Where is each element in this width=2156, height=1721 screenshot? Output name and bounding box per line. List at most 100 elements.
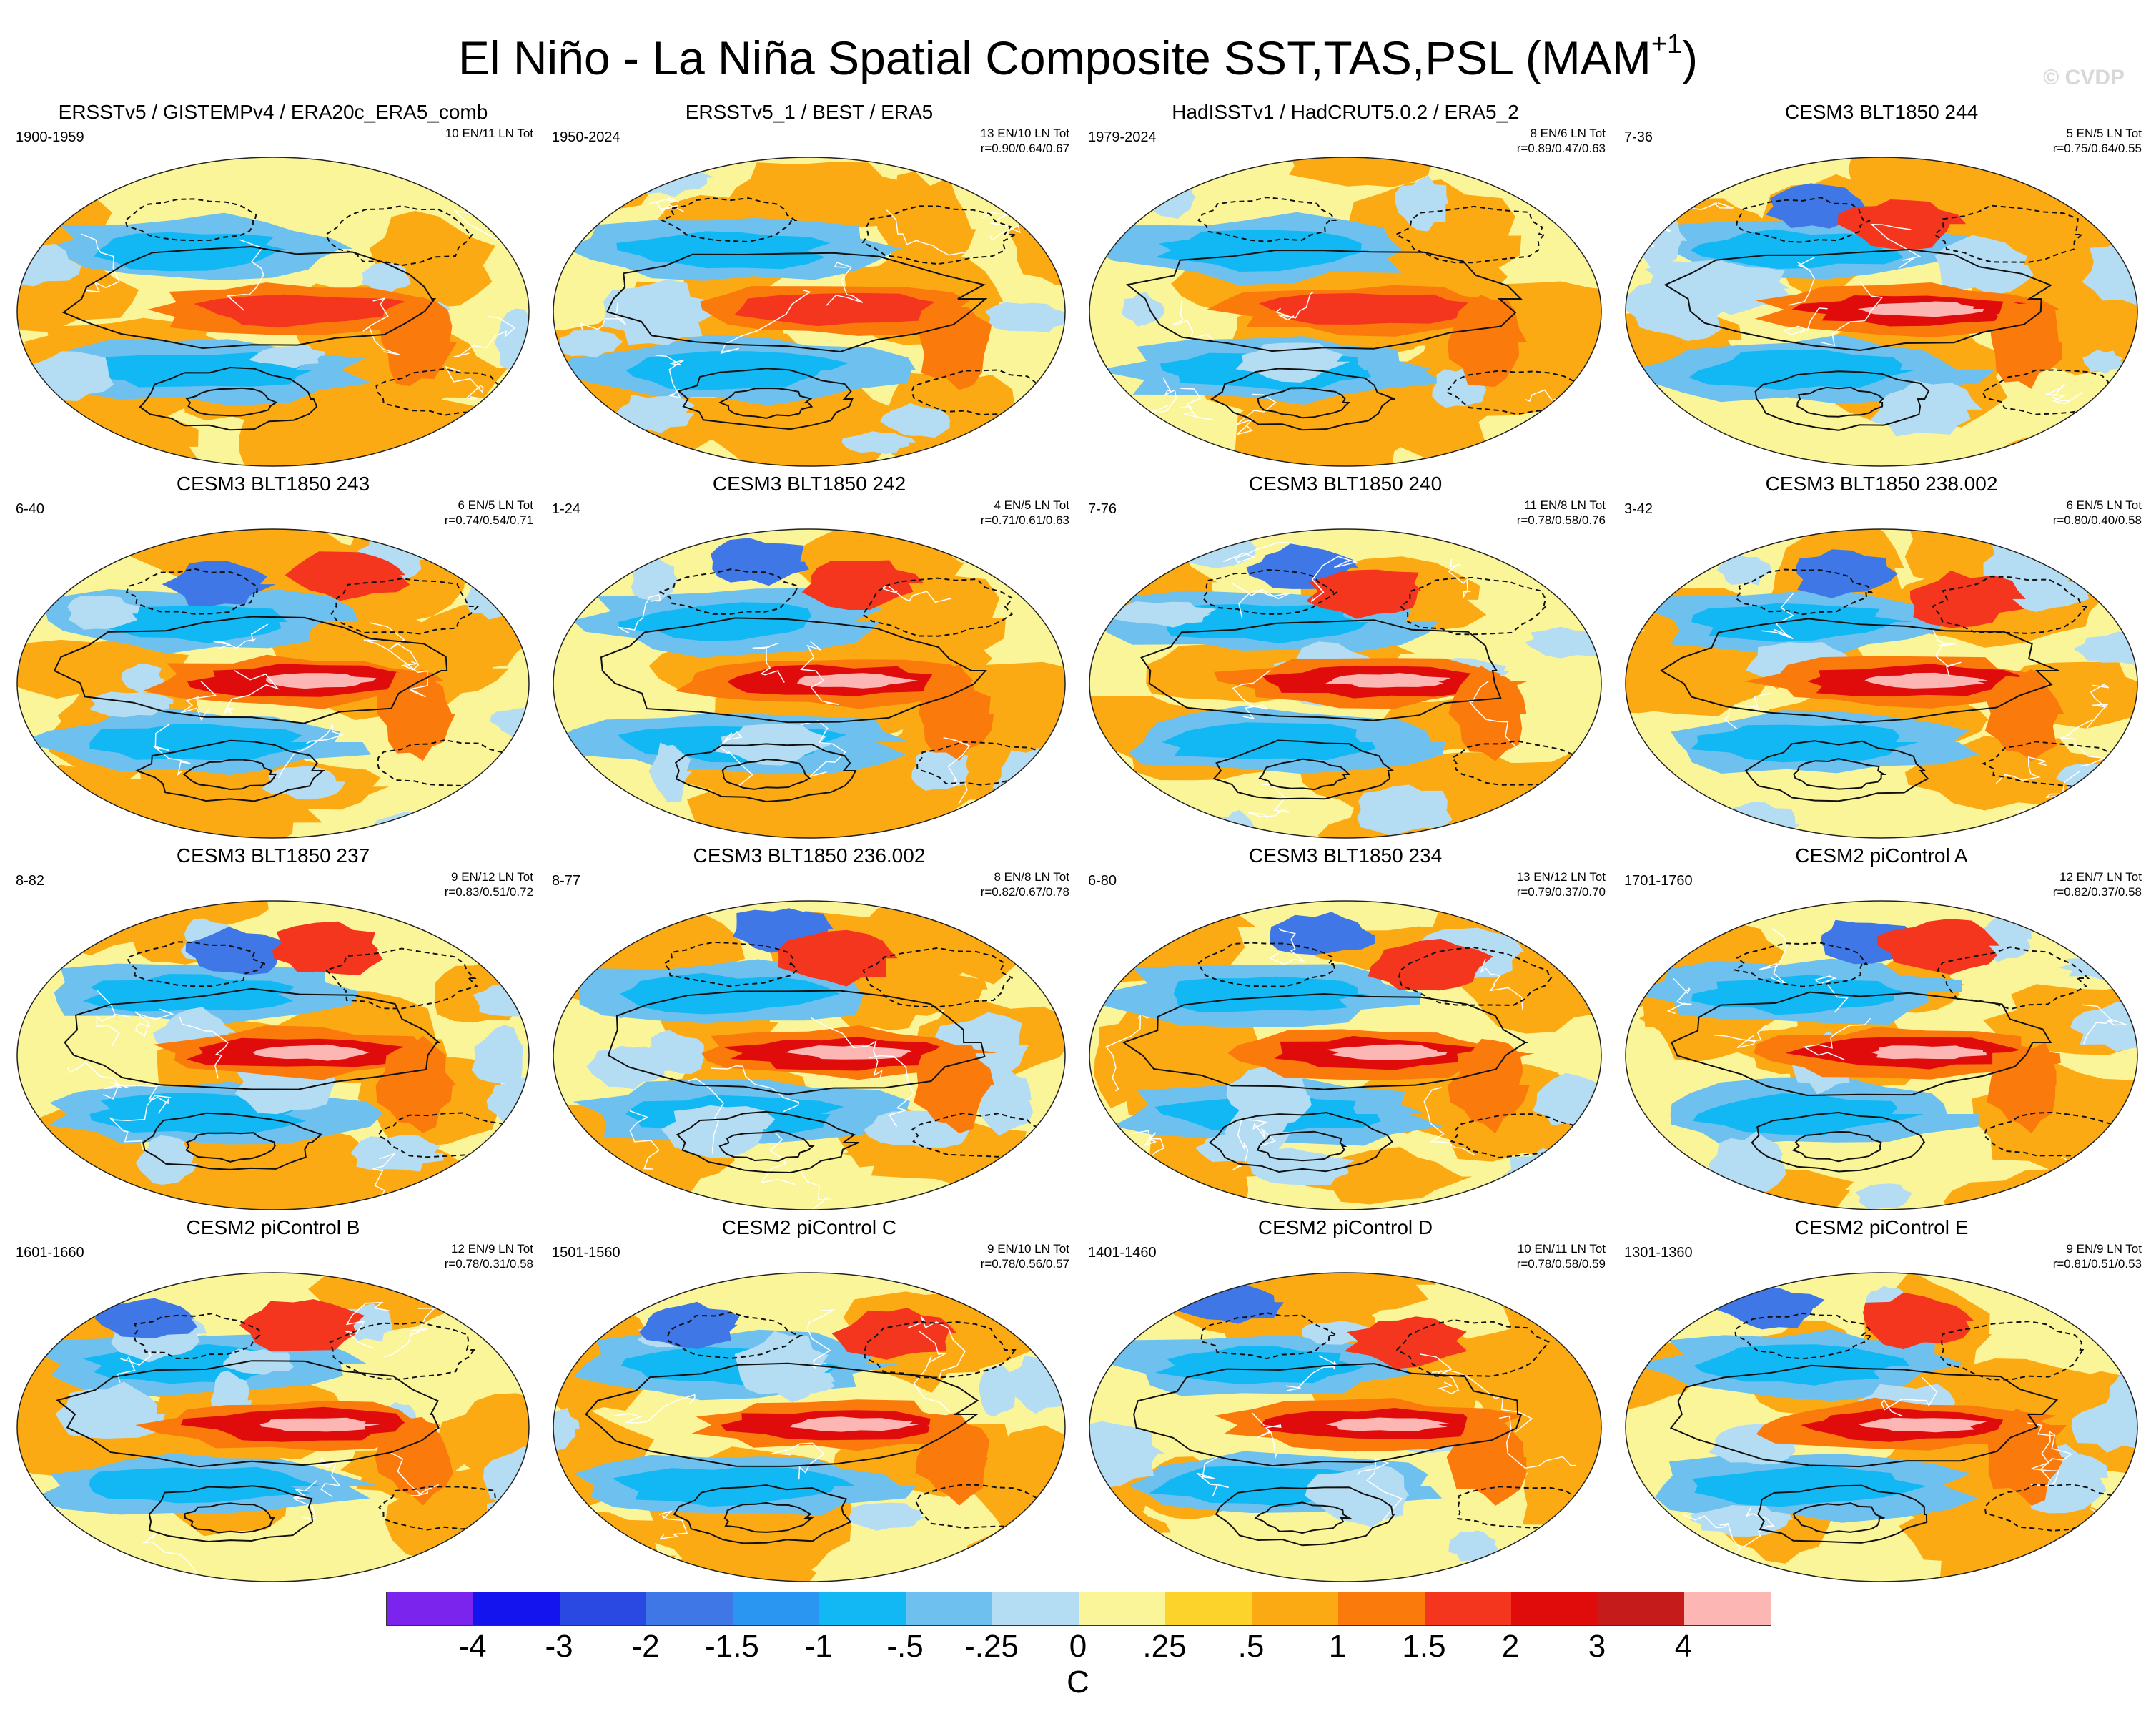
equatorial-warm-core (194, 294, 415, 328)
cool-anomaly (494, 308, 529, 376)
panel-pattern-correlation: r=0.89/0.47/0.63 (1516, 142, 1606, 155)
cool-anomaly (1567, 168, 1601, 214)
cool-anomaly (1162, 722, 1376, 761)
coastline (1105, 1014, 1142, 1092)
coastline (1683, 1514, 1741, 1564)
panel-pattern-correlation: r=0.71/0.61/0.63 (980, 513, 1069, 527)
coastline (1232, 583, 1291, 618)
panel-years: 1501-1560 (552, 1245, 620, 1261)
psl-contour-negative (663, 941, 798, 987)
coastline (688, 1078, 725, 1154)
composite-panel: ERSSTv5 / GISTEMPv4 / ERA20c_ERA5_comb 19… (6, 100, 540, 472)
coastline (1881, 1376, 1938, 1417)
cool-anomaly (612, 1465, 855, 1507)
psl-contour-positive (182, 759, 277, 791)
panel-pattern-correlation: r=0.82/0.37/0.58 (2052, 885, 2142, 899)
cool-anomaly (613, 394, 696, 433)
coastline (886, 209, 965, 256)
cvdp-watermark: © CVDP (2043, 66, 2125, 89)
coastline (453, 315, 516, 357)
psl-contour-positive (1744, 740, 1929, 802)
cool-anomaly (841, 431, 916, 455)
map-border (553, 157, 1066, 467)
equatorial-peak (1858, 1417, 1987, 1433)
panel-stats: 8 EN/8 LN Tot r=0.82/0.67/0.78 (981, 869, 1069, 899)
panel-years: 1950-2024 (552, 129, 620, 145)
cool-anomaly (620, 972, 841, 1015)
psl-contour-positive (1796, 386, 1884, 418)
panel-pattern-correlation: r=0.78/0.56/0.57 (980, 1257, 1069, 1271)
panel-stats: 9 EN/12 LN Tot r=0.83/0.51/0.72 (445, 869, 533, 899)
colorbar-swatch (906, 1592, 992, 1625)
coastline (1932, 628, 1962, 676)
psl-contour-negative (125, 568, 258, 615)
cool-anomaly (1855, 1183, 1912, 1210)
composite-map (553, 157, 1066, 467)
cool-anomaly (67, 595, 140, 630)
panel-pattern-correlation: r=0.90/0.64/0.67 (980, 142, 1069, 155)
cool-anomaly (1534, 1543, 1601, 1576)
coastline (363, 639, 428, 698)
panel-title: CESM3 BLT1850 238.002 (1765, 473, 1998, 495)
psl-contour-negative (325, 205, 474, 267)
psl-contour-positive (718, 1130, 815, 1162)
map-border (1625, 157, 2138, 467)
hot-anomaly (1837, 199, 1967, 250)
cool-anomaly (631, 558, 678, 602)
cool-anomaly (586, 1045, 668, 1090)
coastline (1744, 1507, 1775, 1547)
panel-pattern-correlation: r=0.81/0.51/0.53 (2052, 1257, 2142, 1271)
cool-anomaly (2072, 631, 2137, 666)
psl-contour-negative (1937, 946, 2090, 1010)
composite-panel: CESM3 BLT1850 244 7-36 5 EN/5 LN Tot r=0.75… (1614, 100, 2149, 472)
psl-contour-negative (133, 1313, 262, 1359)
psl-contour-negative (861, 205, 1016, 265)
cool-anomaly (2082, 350, 2123, 374)
coastline (117, 1351, 159, 1383)
colorbar-swatch (1252, 1592, 1338, 1625)
coastline (801, 720, 846, 777)
cool-anomaly (55, 1381, 166, 1439)
equatorial-warm-core (734, 292, 963, 327)
coastline (648, 197, 684, 214)
map-border (1625, 528, 2138, 839)
colorbar-tick-label: -2 (631, 1629, 660, 1664)
composite-map (16, 1272, 530, 1582)
equatorial-peak (1325, 1417, 1453, 1431)
coastline (2060, 719, 2105, 767)
map-border (1625, 1272, 2138, 1582)
colorbar-swatch (1079, 1592, 1165, 1625)
warm-anomaly (1989, 299, 2063, 389)
composite-panel: CESM3 BLT1850 238.002 3-42 6 EN/5 LN Tot r=… (1614, 472, 2149, 844)
panel-years: 6-80 (1088, 873, 1117, 889)
psl-contour-positive (185, 387, 277, 417)
coastline (1759, 928, 1789, 985)
psl-contour-positive (184, 1502, 275, 1534)
coastline (1498, 1415, 1576, 1469)
colorbar-swatch (560, 1592, 646, 1625)
psl-contour-negative (1734, 1312, 1872, 1360)
psl-contour-positive (1140, 619, 1502, 721)
coastline (362, 297, 400, 355)
coastline (1666, 977, 1692, 1015)
composite-panel: CESM2 piControl A 1701-1760 12 EN/7 LN Tot… (1614, 844, 2149, 1215)
psl-contour-negative (1399, 576, 1548, 636)
psl-contour-positive (1210, 368, 1395, 431)
panel-title: CESM3 BLT1850 240 (1248, 473, 1443, 495)
cool-anomaly (2056, 763, 2137, 797)
cool-anomaly (135, 1135, 198, 1185)
psl-contour-negative (1200, 1312, 1339, 1360)
cool-anomaly (484, 1497, 528, 1539)
coastline (384, 1307, 436, 1358)
panel-title: CESM3 BLT1850 234 (1248, 844, 1443, 867)
cool-anomaly (559, 329, 625, 358)
warm-anomaly (1626, 631, 1731, 714)
panel-event-counts: 4 EN/5 LN Tot (994, 498, 1069, 512)
colorbar-tick-label: .25 (1142, 1629, 1187, 1664)
warm-anomaly (437, 1393, 529, 1484)
equatorial-peak (259, 1417, 380, 1432)
cool-anomaly (734, 1331, 834, 1403)
psl-contour-negative (862, 947, 1013, 1008)
equatorial-peak (266, 673, 379, 689)
map-border (16, 157, 530, 467)
